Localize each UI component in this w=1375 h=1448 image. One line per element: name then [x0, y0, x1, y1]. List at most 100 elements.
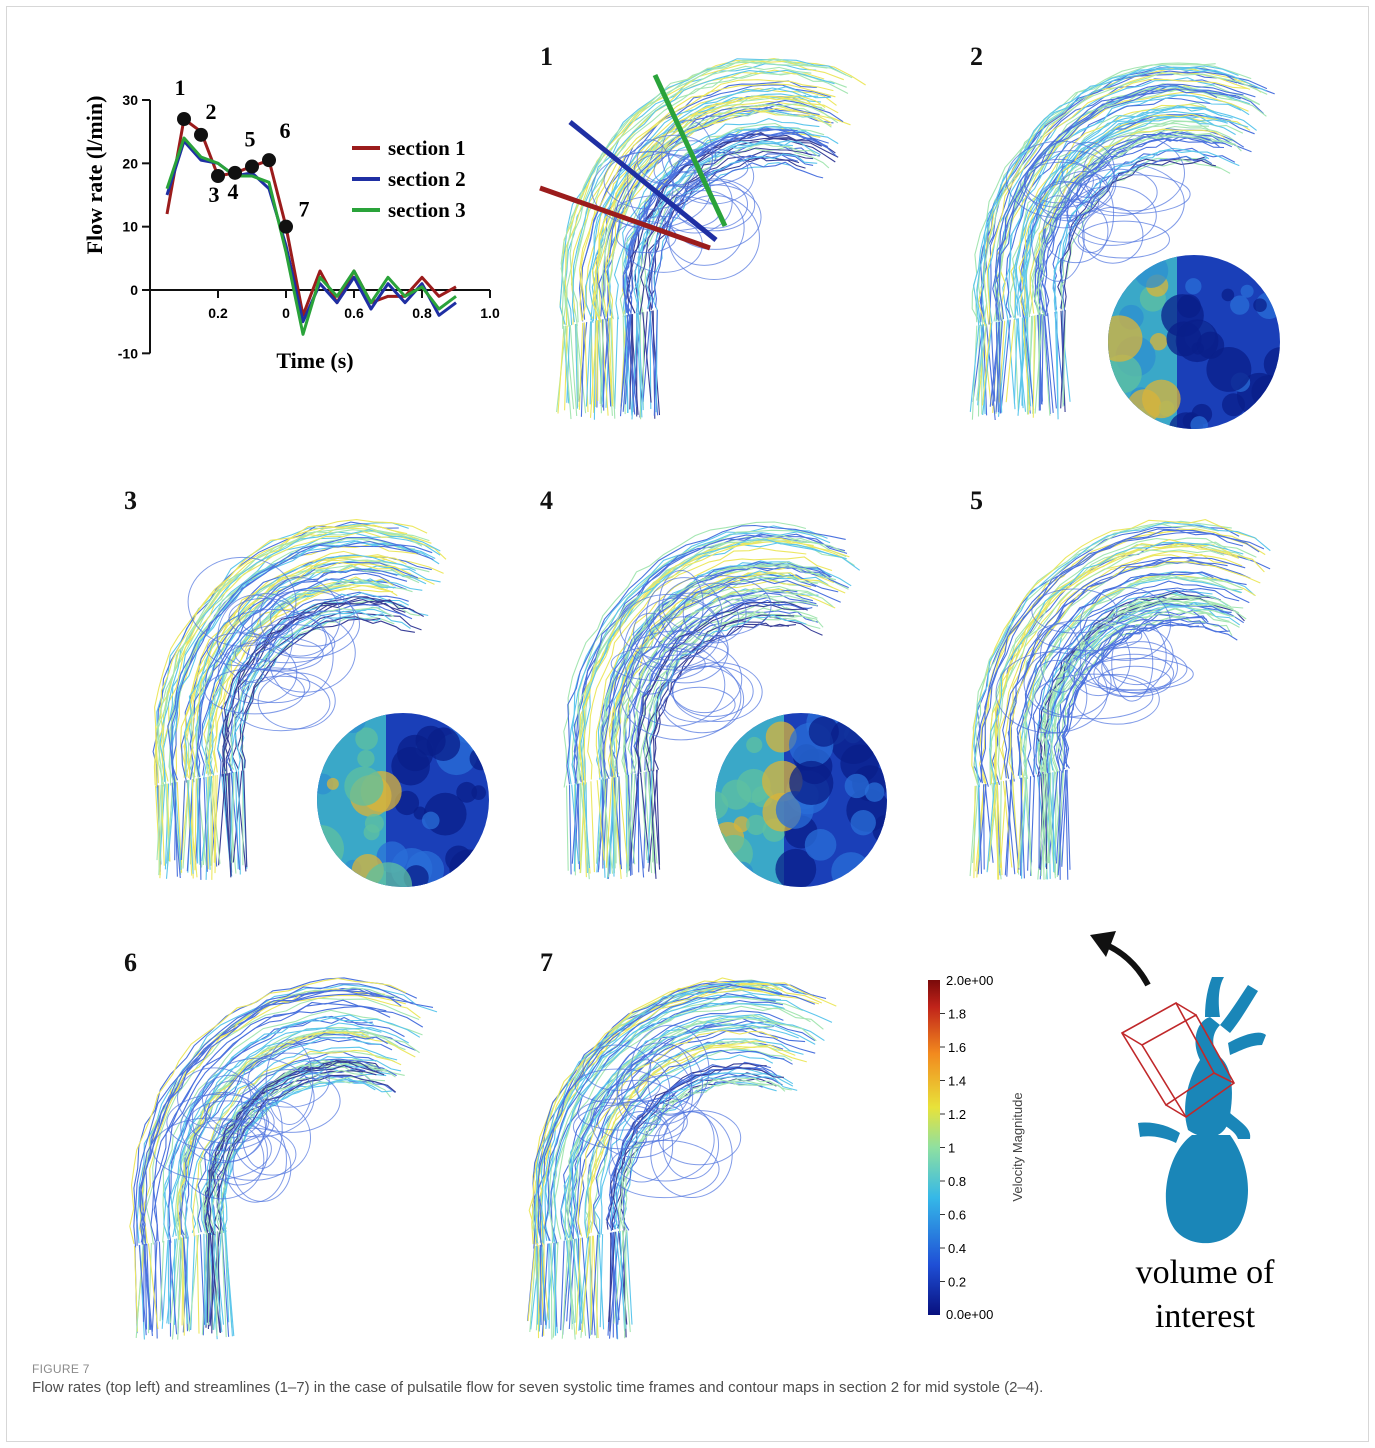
panel-number-6: 6 — [124, 948, 137, 977]
vortex-line — [1066, 623, 1131, 697]
colorbar-max-label: 2.0e+00 — [946, 973, 993, 988]
figure-frame — [6, 6, 1369, 1442]
streamline — [1005, 557, 1228, 870]
vortex-line — [621, 1059, 671, 1124]
vortex-line — [682, 582, 747, 644]
streamline — [534, 981, 804, 1325]
streamline — [1030, 587, 1240, 876]
streamline — [615, 580, 812, 867]
streamline — [1039, 135, 1208, 413]
streamline — [153, 1005, 391, 1321]
streamline — [183, 554, 416, 874]
streamline — [979, 529, 1244, 863]
streamline — [563, 521, 807, 871]
x-tick-label: 0.2 — [208, 305, 228, 321]
vortex-line — [166, 1093, 275, 1151]
streamline — [1009, 102, 1207, 411]
vortex-line — [233, 1099, 312, 1176]
streamline — [527, 980, 837, 1322]
streamlines — [129, 977, 438, 1340]
panel-number-7: 7 — [540, 948, 553, 977]
streamline — [183, 1036, 381, 1325]
streamline — [571, 1024, 799, 1325]
vortex-line — [590, 1079, 685, 1159]
vortex-line — [1082, 206, 1144, 264]
streamline — [541, 993, 776, 1337]
vortex-line — [646, 577, 723, 653]
streamline — [995, 88, 1218, 413]
streamline — [143, 994, 421, 1329]
colorbar-tick-label: 0.4 — [948, 1241, 966, 1256]
streamline — [163, 1014, 374, 1325]
vortex-line — [661, 574, 772, 637]
streamline — [159, 1009, 423, 1322]
colorbar-tick-label: 1.6 — [948, 1040, 966, 1055]
marker-point — [245, 159, 259, 174]
vortex-line — [662, 686, 736, 723]
legend-label: section 3 — [388, 198, 466, 222]
streamline — [566, 524, 846, 875]
vortex-line — [647, 1044, 693, 1116]
vortex-line — [254, 612, 356, 693]
panel-number-5: 5 — [970, 486, 983, 515]
section-2-line — [568, 120, 718, 242]
streamline — [188, 561, 412, 879]
vortex-line — [251, 590, 361, 659]
colorbar-tick-label: 0.6 — [948, 1208, 966, 1223]
streamline — [1017, 116, 1236, 411]
vortex-line — [188, 1100, 270, 1144]
colorbar-gradient — [928, 980, 940, 1315]
vortex-line — [239, 667, 311, 704]
vortex-line — [627, 139, 674, 225]
streamline — [203, 1061, 388, 1328]
vortex-line — [610, 1110, 674, 1183]
colorbar-tick-label: 1 — [948, 1141, 955, 1156]
vortex-line — [658, 569, 704, 641]
y-tick-label: -10 — [118, 345, 138, 361]
streamlines — [556, 58, 866, 420]
chart-legend: section 1 section 2 section 3 — [352, 136, 466, 222]
streamline — [587, 1044, 796, 1331]
streamline — [622, 1081, 777, 1325]
streamline — [1060, 159, 1216, 409]
streamline-panel-7 — [527, 977, 837, 1340]
streamline-panel-3 — [152, 519, 447, 880]
streamline — [179, 1031, 416, 1326]
streamline — [544, 993, 833, 1329]
vortex-line — [672, 662, 763, 722]
streamline-panel-1 — [556, 58, 866, 420]
vortex-line — [1020, 161, 1101, 208]
vortex-line — [223, 1116, 287, 1203]
vortex-line — [1082, 135, 1186, 212]
y-tick-label: 30 — [122, 92, 138, 108]
vortex-line — [177, 1067, 252, 1129]
marker-label: 3 — [209, 182, 220, 207]
vortex-line — [257, 672, 336, 730]
streamline — [627, 133, 823, 410]
x-tick-label: 1.0 — [480, 305, 500, 321]
streamline — [1047, 602, 1236, 864]
streamline — [580, 83, 836, 413]
vortex-line — [231, 675, 331, 732]
vortex-line — [1031, 195, 1085, 282]
vortex-line — [192, 1074, 268, 1162]
streamline — [1034, 134, 1234, 414]
vortex-line — [1101, 641, 1179, 694]
vortex-line — [241, 1090, 283, 1169]
streamline — [548, 996, 803, 1340]
vortex-line — [1042, 199, 1109, 264]
streamline — [198, 572, 390, 872]
streamline — [973, 521, 1271, 861]
colorbar-tick-label: 1.4 — [948, 1074, 966, 1089]
vortex-line — [270, 587, 355, 647]
marker-point — [228, 165, 242, 180]
vortex-line — [1067, 174, 1115, 254]
streamline — [241, 618, 415, 868]
streamline — [616, 579, 841, 865]
vortex-line — [1068, 646, 1188, 691]
streamline — [626, 594, 810, 878]
vortex-line — [616, 1097, 715, 1182]
streamlines — [563, 521, 861, 880]
vortex-line — [265, 1039, 314, 1125]
vortex-line — [619, 593, 720, 661]
